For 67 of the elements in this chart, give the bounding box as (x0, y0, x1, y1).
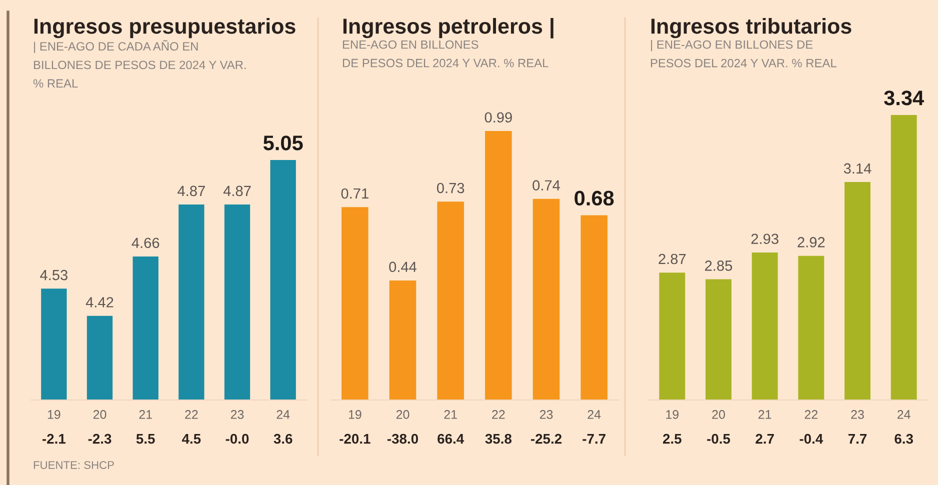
text: 6.3 (894, 434, 913, 444)
data-label: 4.87 (223, 186, 251, 196)
x-tick-label: 24 (276, 410, 290, 419)
x-tick-label: 24 (588, 410, 601, 419)
text: 3.6 (274, 434, 292, 444)
x-tick-label: 21 (139, 410, 152, 419)
text: -0.4 (800, 434, 824, 444)
bar (342, 207, 368, 400)
source-note: FUENTE: SHCP (34, 461, 114, 469)
data-label: 4.42 (86, 297, 114, 308)
data-label: 4.66 (132, 238, 160, 248)
x-tick-label: 19 (666, 410, 679, 419)
x-tick-label: 23 (851, 410, 864, 419)
bar (532, 198, 560, 400)
data-label: 0.44 (389, 262, 417, 272)
x-tick-label: 21 (758, 410, 772, 419)
x-tick-label: 20 (93, 410, 106, 419)
data-label: 3.14 (844, 163, 872, 174)
text: -2.1 (42, 434, 66, 444)
x-tick-label: 24 (898, 410, 910, 419)
text: -25.2 (530, 434, 562, 444)
data-label: 5.05 (263, 136, 303, 150)
data-label: 3.34 (884, 90, 924, 106)
x-tick-label: 21 (444, 410, 457, 419)
bar (580, 215, 608, 400)
text: 5.5 (136, 434, 155, 444)
x-tick-label: 19 (48, 410, 60, 419)
text: -38.0 (387, 434, 418, 444)
chart-title: Ingresos petroleros | (343, 18, 554, 38)
chart-subtitle: | ENE-AGO DE CADA AÑO EN BILLONES DE PESOS DE 2024 Y VAR. % REAL (33, 40, 246, 88)
x-tick-label: 22 (185, 410, 198, 419)
x-tick-label: 22 (804, 410, 818, 419)
data-label: 2.93 (751, 234, 778, 244)
text: -0.5 (707, 434, 730, 444)
bar (437, 202, 464, 400)
chart-title: Ingresos presupuestarios (34, 18, 296, 38)
x-tick-label: 23 (540, 410, 553, 419)
text: 7.7 (848, 434, 867, 444)
text: -2.3 (88, 434, 112, 444)
text: -20.1 (340, 434, 370, 444)
data-label: 2.85 (705, 260, 732, 271)
data-label: 2.92 (798, 237, 825, 248)
data-label: 0.68 (574, 190, 614, 206)
x-tick-label: 22 (492, 410, 505, 419)
text: 2.5 (662, 434, 682, 444)
data-label: 0.99 (484, 112, 512, 123)
bar (389, 280, 416, 400)
chart-subtitle: | ENE-AGO EN BILLONES DE PESOS DEL 2024 Y VAR. % REAL (650, 40, 836, 68)
data-label: 0.71 (341, 188, 368, 199)
text: -0.0 (226, 434, 249, 444)
x-tick-label: 20 (712, 410, 725, 419)
text: 35.8 (485, 434, 512, 444)
text: 66.4 (438, 434, 464, 444)
bar (485, 131, 512, 400)
text: 4.5 (182, 434, 201, 444)
data-label: 2.87 (658, 254, 686, 264)
text: -7.7 (582, 434, 606, 444)
text: 2.7 (756, 434, 774, 444)
chart-title: Ingresos tributarios (651, 18, 852, 38)
x-tick-label: 23 (230, 410, 244, 419)
x-tick-label: 20 (396, 410, 410, 419)
chart-subtitle: ENE-AGO EN BILLONES DE PESOS DEL 2024 Y VAR. % REAL (342, 40, 548, 68)
data-label: 0.73 (436, 182, 464, 194)
data-label: 0.74 (532, 180, 560, 190)
data-label: 4.87 (178, 186, 205, 196)
data-label: 4.53 (40, 270, 68, 280)
x-tick-label: 19 (348, 410, 362, 419)
